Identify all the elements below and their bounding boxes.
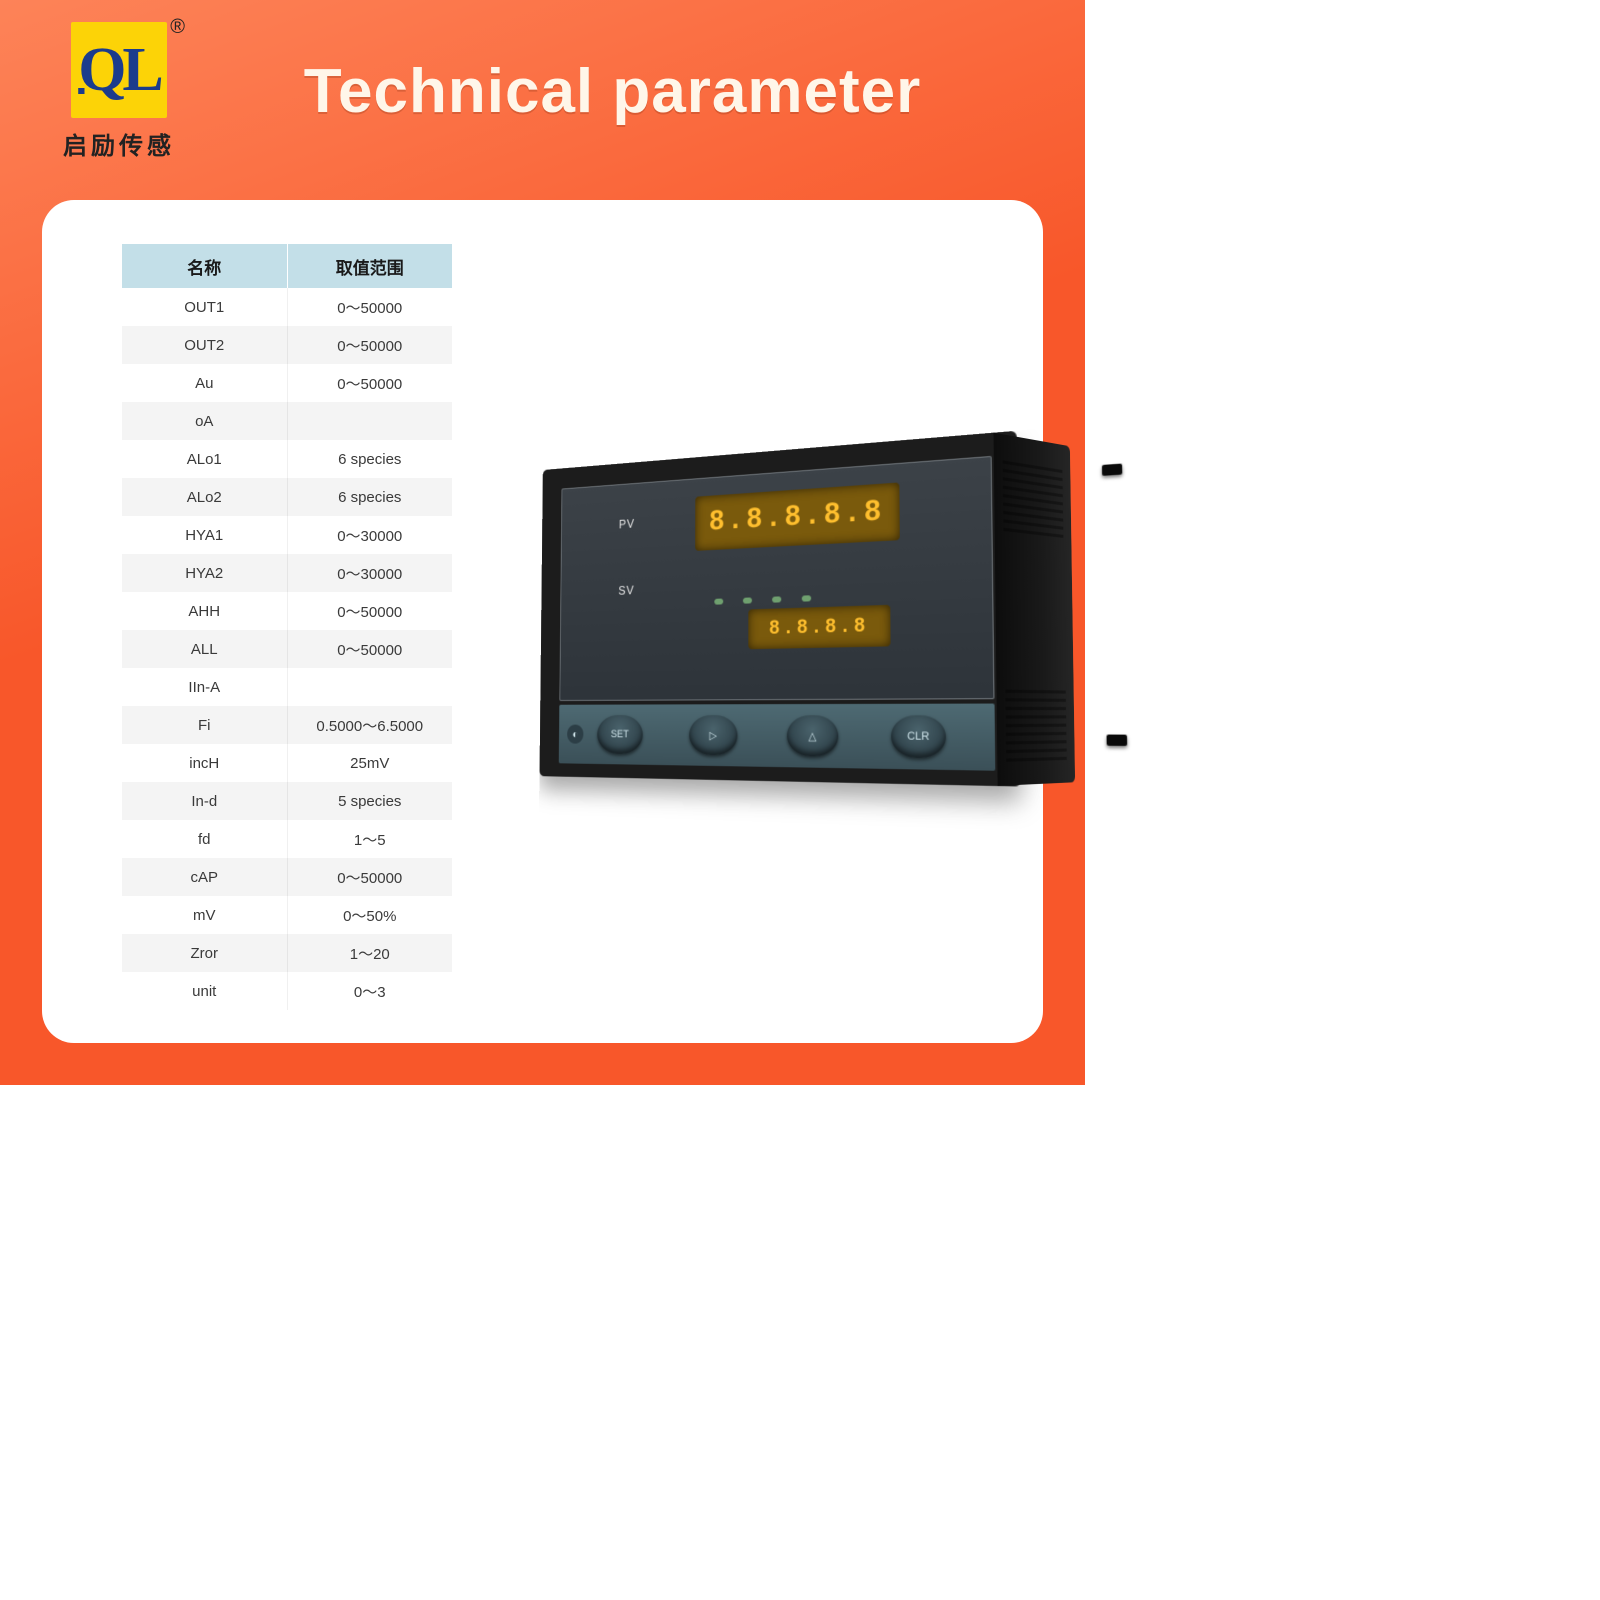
cell-name: In-d	[122, 782, 288, 820]
device-front: PV SV 8.8.8.8.8 8.8.8.8 ◐ SET ▷	[539, 431, 1021, 787]
cell-range: 0～30000	[288, 554, 453, 592]
cell-range: 0～50000	[288, 630, 453, 668]
cell-name: ALL	[122, 630, 288, 668]
cell-name: HYA2	[122, 554, 288, 592]
right-button[interactable]: ▷	[689, 715, 737, 755]
table-row: Fi0.5000～6.5000	[122, 706, 452, 744]
col-header-name: 名称	[122, 244, 288, 288]
cell-name: Fi	[122, 706, 288, 744]
table-row: ALo26 species	[122, 478, 452, 516]
mount-clip-icon	[1107, 735, 1128, 746]
table-row: HYA20～30000	[122, 554, 452, 592]
logo-caption: 启励传感	[63, 126, 175, 161]
table-row: incH25mV	[122, 744, 452, 782]
cell-range: 0～50000	[288, 326, 453, 364]
page-title: Technical parameter	[0, 56, 1085, 127]
table-row: Au0～50000	[122, 364, 452, 402]
cell-name: ALo2	[122, 478, 288, 516]
table-row: Zror1～20	[122, 934, 452, 972]
cell-range: 25mV	[288, 744, 453, 782]
cell-range: 0～50000	[288, 592, 453, 630]
clr-button[interactable]: CLR	[891, 715, 946, 758]
parameter-table: 名称 取值范围 OUT10～50000OUT20～50000Au0～50000o…	[122, 244, 452, 1010]
cell-name: cAP	[122, 858, 288, 896]
table-body: OUT10～50000OUT20～50000Au0～50000oAALo16 s…	[122, 288, 452, 1010]
cell-range: 1～20	[288, 934, 453, 972]
cell-range: 0～50000	[288, 858, 453, 896]
table-row: AHH0～50000	[122, 592, 452, 630]
table-row: cAP0～50000	[122, 858, 452, 896]
pv-display: 8.8.8.8.8	[709, 495, 885, 540]
content-card: 名称 取值范围 OUT10～50000OUT20～50000Au0～50000o…	[42, 200, 1043, 1043]
col-header-range: 取值范围	[288, 244, 453, 288]
mount-clip-icon	[1102, 464, 1122, 476]
set-button[interactable]: SET	[597, 715, 643, 754]
cell-range: 6 species	[288, 478, 453, 516]
cell-range: 0～50000	[288, 364, 453, 402]
cell-range: 6 species	[288, 440, 453, 478]
cell-name: OUT1	[122, 288, 288, 326]
cell-name: AHH	[122, 592, 288, 630]
device-panel: PV SV 8.8.8.8.8 8.8.8.8	[559, 456, 994, 701]
page: QL ® 启励传感 Technical parameter 名称 取值范围 OU…	[0, 0, 1085, 1085]
cell-name: IIn-A	[122, 668, 288, 706]
cell-range	[288, 668, 453, 706]
cell-name: mV	[122, 896, 288, 934]
cell-name: OUT2	[122, 326, 288, 364]
device-button-row: ◐ SET ▷ △ CLR	[559, 704, 996, 771]
cell-range: 0～50000	[288, 288, 453, 326]
cell-name: fd	[122, 820, 288, 858]
pv-label: PV	[619, 516, 635, 531]
table-row: ALo16 species	[122, 440, 452, 478]
status-leds	[714, 595, 811, 604]
table-row: In-d5 species	[122, 782, 452, 820]
cell-name: unit	[122, 972, 288, 1010]
device-illustration: PV SV 8.8.8.8.8 8.8.8.8 ◐ SET ▷	[502, 450, 1022, 780]
cell-name: incH	[122, 744, 288, 782]
sv-label: SV	[618, 583, 634, 598]
table-row: fd1～5	[122, 820, 452, 858]
table-header: 名称 取值范围	[122, 244, 452, 288]
cell-range: 0～30000	[288, 516, 453, 554]
cell-name: HYA1	[122, 516, 288, 554]
cell-range: 0～3	[288, 972, 453, 1010]
cell-range: 0～50%	[288, 896, 453, 934]
table-row: OUT10～50000	[122, 288, 452, 326]
device-brand-icon: ◐	[567, 725, 583, 744]
cell-range: 0.5000～6.5000	[288, 706, 453, 744]
up-button[interactable]: △	[787, 715, 838, 756]
table-row: ALL0～50000	[122, 630, 452, 668]
cell-name: ALo1	[122, 440, 288, 478]
table-row: HYA10～30000	[122, 516, 452, 554]
cell-name: oA	[122, 402, 288, 440]
cell-name: Zror	[122, 934, 288, 972]
table-row: oA	[122, 402, 452, 440]
table-row: unit0～3	[122, 972, 452, 1010]
cell-range: 5 species	[288, 782, 453, 820]
cell-range	[288, 402, 453, 440]
table-row: IIn-A	[122, 668, 452, 706]
registered-mark: ®	[170, 16, 185, 39]
table-row: OUT20～50000	[122, 326, 452, 364]
cell-range: 1～5	[288, 820, 453, 858]
table-row: mV0～50%	[122, 896, 452, 934]
cell-name: Au	[122, 364, 288, 402]
sv-display: 8.8.8.8	[769, 614, 869, 640]
